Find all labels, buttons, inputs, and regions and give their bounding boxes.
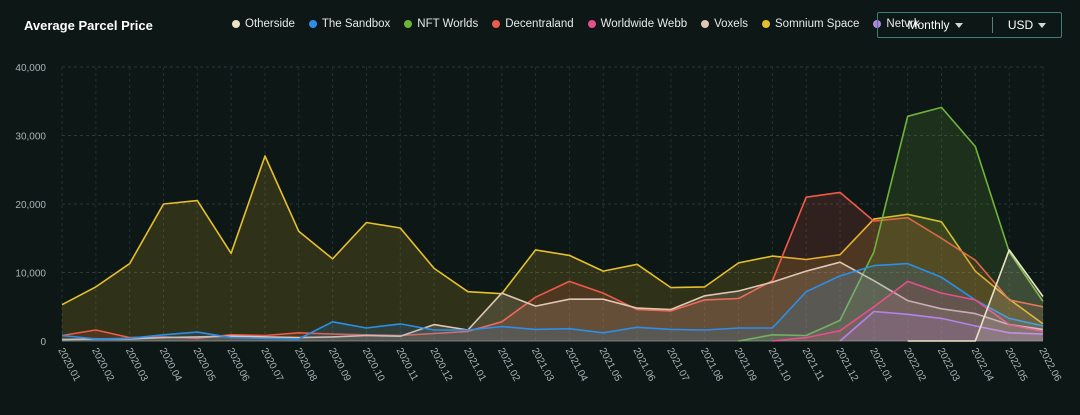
x-tick-label: 2021.06: [630, 346, 657, 383]
x-tick-label: 2022.02: [901, 346, 928, 383]
y-tick-label: 20,000: [15, 200, 46, 211]
x-tick-label: 2020.07: [258, 346, 285, 383]
x-tick-label: 2020.04: [157, 346, 184, 383]
y-tick-label: 0: [40, 337, 46, 348]
series-line: [839, 310, 1044, 342]
x-tick-label: 2020.09: [326, 346, 353, 383]
x-tick-label: 2021.12: [833, 346, 860, 383]
legend-dot-icon: [762, 20, 771, 28]
legend-item[interactable]: Worldwide Webb: [587, 18, 688, 30]
series-area: [62, 263, 1043, 341]
x-tick-label: 2021.07: [664, 346, 691, 383]
chart-legend: Otherside The Sandbox NFT Worlds Decentrala…: [232, 18, 920, 30]
chart-title: Average Parcel Price: [24, 18, 153, 33]
series-area: [62, 192, 1043, 341]
legend-label: Somnium Space: [775, 18, 860, 30]
x-tick-label: 2021.11: [800, 346, 827, 383]
chart-controls: Monthly USD: [877, 12, 1062, 38]
chevron-down-icon: [954, 22, 963, 28]
y-tick-label: 10,000: [15, 269, 46, 280]
series-line: [61, 262, 1044, 340]
x-tick-label: 2022.05: [1003, 346, 1030, 383]
legend-label: Otherside: [245, 18, 295, 30]
x-tick-label: 2020.02: [89, 346, 116, 383]
x-tick-label: 2022.01: [867, 346, 894, 383]
x-tick-label: 2021.01: [461, 346, 488, 383]
series-area: [840, 311, 1043, 341]
period-dropdown[interactable]: Monthly: [878, 13, 992, 37]
series-line: [772, 280, 1044, 342]
series-line: [61, 191, 1044, 340]
legend-dot-icon: [701, 20, 710, 28]
x-tick-label: 2021.04: [563, 346, 590, 383]
x-tick-label: 2020.06: [224, 346, 251, 383]
y-tick-label: 40,000: [15, 63, 46, 74]
x-tick-label: 2021.03: [529, 346, 556, 383]
legend-item[interactable]: Somnium Space: [762, 18, 859, 30]
series-area: [907, 249, 1043, 341]
chevron-down-icon: [1038, 22, 1047, 28]
controls-divider: [992, 17, 993, 33]
legend-dot-icon: [404, 20, 413, 28]
x-tick-label: 2021.10: [766, 346, 793, 383]
series-line: [61, 155, 1044, 325]
x-tick-label: 2021.09: [732, 346, 759, 383]
legend-item[interactable]: Otherside: [232, 18, 295, 30]
x-tick-label: 2020.03: [123, 346, 150, 383]
y-tick-label: 30,000: [15, 132, 46, 143]
legend-label: Voxels: [714, 18, 749, 30]
series-area: [62, 156, 1043, 341]
legend-label: Decentraland: [505, 18, 574, 30]
period-label: Monthly: [907, 18, 950, 32]
series-line: [907, 249, 1044, 342]
legend-label: Worldwide Webb: [600, 18, 688, 30]
currency-dropdown[interactable]: USD: [993, 13, 1061, 37]
series-line: [738, 106, 1044, 342]
legend-dot-icon: [492, 20, 501, 28]
x-tick-label: 2022.04: [969, 346, 996, 383]
x-tick-label: 2022.06: [1036, 346, 1063, 383]
legend-dot-icon: [587, 20, 596, 28]
x-tick-label: 2020.08: [292, 346, 319, 383]
legend-dot-icon: [308, 20, 317, 28]
legend-item[interactable]: Voxels: [701, 18, 748, 30]
x-tick-label: 2020.12: [427, 346, 454, 383]
currency-label: USD: [1007, 18, 1034, 32]
legend-item[interactable]: The Sandbox: [308, 18, 391, 30]
series-area: [738, 107, 1043, 342]
x-tick-label: 2020.10: [360, 346, 387, 383]
x-tick-label: 2020.11: [394, 346, 421, 383]
x-tick-label: 2022.03: [935, 346, 962, 383]
legend-label: NFT Worlds: [417, 18, 479, 30]
series-area: [62, 262, 1043, 341]
x-tick-label: 2021.05: [597, 346, 624, 383]
x-tick-label: 2021.02: [495, 346, 522, 383]
legend-label: The Sandbox: [321, 18, 391, 30]
x-tick-label: 2021.08: [698, 346, 725, 383]
x-tick-label: 2020.05: [191, 346, 218, 383]
legend-label: Netvrk: [886, 18, 920, 30]
x-tick-label: 2020.01: [55, 346, 82, 383]
legend-item[interactable]: Decentraland: [492, 18, 574, 30]
legend-item[interactable]: NFT Worlds: [404, 18, 478, 30]
legend-dot-icon: [232, 20, 240, 28]
